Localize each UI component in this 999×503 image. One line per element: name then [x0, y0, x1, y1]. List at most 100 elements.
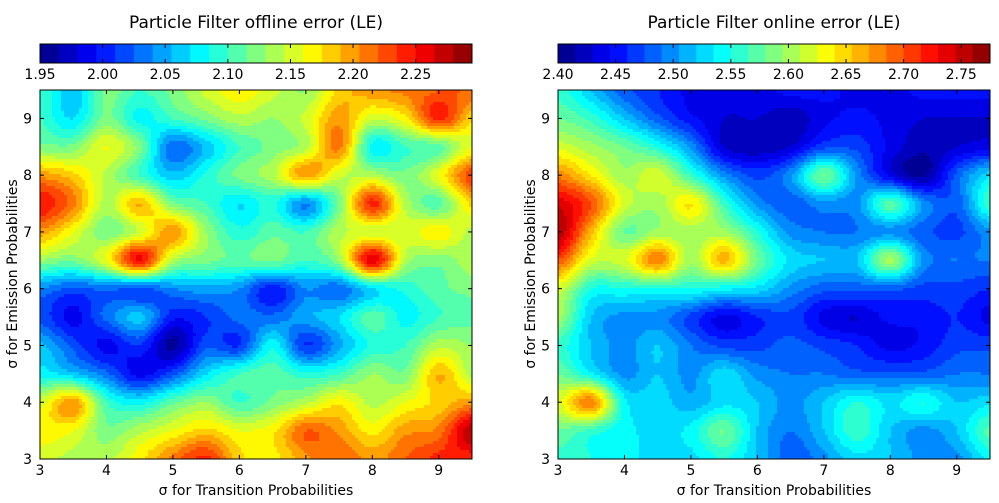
contour-band	[367, 195, 380, 199]
contour-band	[43, 276, 95, 280]
contour-band	[382, 243, 392, 247]
contour-band	[166, 315, 206, 319]
contour-band	[693, 114, 730, 118]
contour-band	[175, 195, 224, 199]
contour-band	[52, 318, 65, 322]
contour-band	[720, 207, 727, 211]
contour-band	[732, 174, 748, 178]
contour-band	[576, 222, 583, 226]
contour-band	[756, 192, 793, 196]
contour-band	[972, 198, 979, 202]
contour-band	[310, 144, 317, 148]
contour-band	[145, 318, 152, 322]
contour-band	[412, 384, 422, 388]
contour-band	[397, 123, 410, 127]
contour-band	[79, 387, 86, 391]
contour-band	[636, 117, 649, 121]
contour-band	[334, 108, 350, 112]
contour-band	[223, 402, 266, 406]
contour-band	[639, 189, 691, 193]
contour-band	[142, 162, 149, 166]
contour-band	[561, 177, 574, 181]
contour-band	[304, 435, 320, 439]
contour-band	[199, 237, 209, 241]
contour-band	[840, 111, 871, 115]
contour-band	[708, 165, 718, 169]
contour-band	[292, 342, 296, 346]
contour-band	[340, 261, 347, 265]
contour-band	[810, 141, 823, 145]
contour-band	[436, 348, 452, 352]
contour-band	[250, 291, 260, 295]
contour-band	[88, 411, 95, 415]
contour-band	[612, 99, 625, 103]
contour-band	[163, 249, 170, 253]
contour-band	[124, 432, 143, 436]
contour-band	[448, 153, 455, 157]
contour-band	[379, 330, 422, 334]
contour-band	[777, 90, 841, 94]
contour-band	[145, 306, 158, 310]
contour-band	[82, 399, 89, 403]
contour-band	[289, 168, 296, 172]
contour-band	[645, 102, 664, 106]
contour-band	[64, 399, 80, 403]
contour-band	[124, 108, 137, 112]
contour-band	[175, 378, 188, 382]
contour-band	[325, 141, 332, 145]
contour-band	[463, 189, 470, 193]
contour-band	[352, 204, 356, 208]
contour-band	[382, 273, 392, 277]
contour-band	[403, 120, 413, 124]
contour-band	[642, 99, 664, 103]
contour-band	[879, 174, 889, 178]
contour-band	[723, 216, 733, 220]
contour-band	[867, 171, 877, 175]
contour-band	[918, 153, 928, 157]
contour-band	[397, 369, 404, 373]
contour-band	[355, 327, 368, 331]
contour-band	[181, 258, 221, 262]
contour-band	[909, 204, 916, 208]
contour-band	[819, 168, 832, 172]
contour-band	[196, 246, 209, 250]
contour-band	[151, 327, 158, 331]
contour-band	[669, 207, 676, 211]
contour-band	[888, 174, 898, 178]
contour-band	[331, 273, 344, 277]
contour-band	[705, 162, 712, 166]
contour-band	[40, 258, 47, 262]
contour-band	[40, 111, 53, 115]
contour-band	[394, 207, 401, 211]
contour-band	[385, 327, 425, 331]
contour-band	[361, 360, 410, 364]
contour-band	[454, 417, 461, 421]
contour-band	[933, 204, 964, 208]
contour-band	[358, 159, 365, 163]
contour-band	[40, 147, 80, 151]
contour-band	[79, 372, 98, 376]
contour-band	[403, 402, 431, 406]
contour-band	[606, 186, 616, 190]
contour-band	[361, 246, 383, 250]
contour-band	[184, 246, 197, 250]
contour-band	[897, 186, 907, 190]
contour-band	[337, 198, 344, 202]
contour-band	[220, 240, 266, 244]
contour-band	[705, 192, 709, 196]
contour-band	[55, 156, 80, 160]
contour-band	[277, 177, 287, 181]
contour-band	[88, 105, 95, 109]
contour-band	[684, 150, 694, 154]
contour-band	[609, 222, 613, 226]
contour-band	[337, 396, 344, 400]
contour-band	[331, 129, 344, 133]
contour-band	[289, 129, 308, 133]
contour-band	[852, 168, 862, 172]
contour-band	[367, 327, 386, 331]
contour-band	[268, 339, 278, 343]
contour-band	[196, 357, 206, 361]
contour-band	[924, 117, 991, 121]
contour-band	[328, 237, 344, 241]
contour-band	[331, 246, 341, 250]
